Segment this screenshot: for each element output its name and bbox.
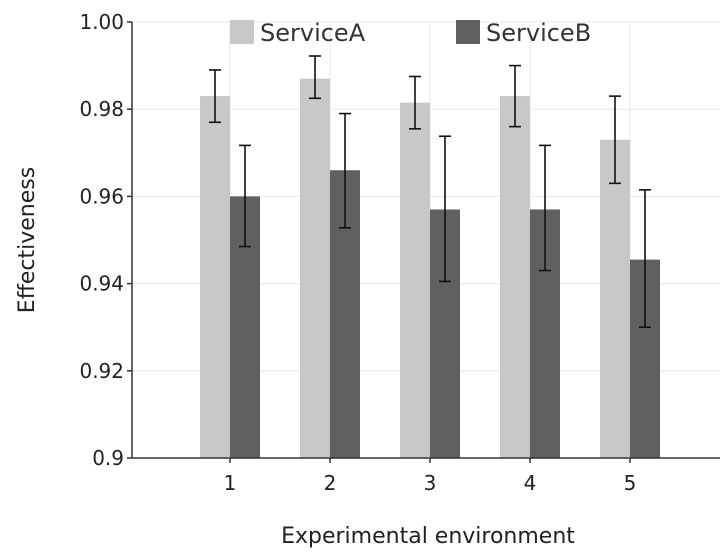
- y-axis-title: Effectiveness: [15, 167, 40, 313]
- y-tick-label: 0.94: [79, 272, 124, 296]
- x-tick-label: 3: [424, 471, 437, 495]
- x-tick-label: 1: [224, 471, 237, 495]
- bar-service-a-5: [600, 139, 630, 458]
- x-tick-label: 5: [624, 471, 637, 495]
- y-tick-label: 0.96: [79, 184, 124, 208]
- bars: [200, 78, 660, 459]
- legend-swatch-service-b: [456, 20, 480, 44]
- bar-service-a-2: [300, 78, 330, 459]
- y-tick-label: 0.9: [92, 446, 124, 470]
- bar-service-a-3: [400, 102, 430, 458]
- y-tick-labels: 0.9 0.92 0.94 0.96 0.98 1.00: [79, 10, 132, 470]
- legend-label-service-b: ServiceB: [486, 19, 591, 47]
- y-tick-label: 1.00: [79, 10, 124, 34]
- legend-label-service-a: ServiceA: [260, 19, 366, 47]
- error-bars: [209, 55, 651, 329]
- y-tick-label: 0.92: [79, 359, 124, 383]
- x-tick-label: 4: [524, 471, 537, 495]
- x-tick-label: 2: [324, 471, 337, 495]
- bar-service-a-4: [500, 96, 530, 459]
- x-axis-title: Experimental environment: [281, 524, 575, 549]
- bar-service-a-1: [200, 96, 230, 459]
- y-tick-label: 0.98: [79, 97, 124, 121]
- legend-swatch-service-a: [230, 20, 254, 44]
- legend: ServiceA ServiceB: [230, 19, 591, 47]
- x-tick-labels: 1 2 3 4 5: [224, 458, 637, 495]
